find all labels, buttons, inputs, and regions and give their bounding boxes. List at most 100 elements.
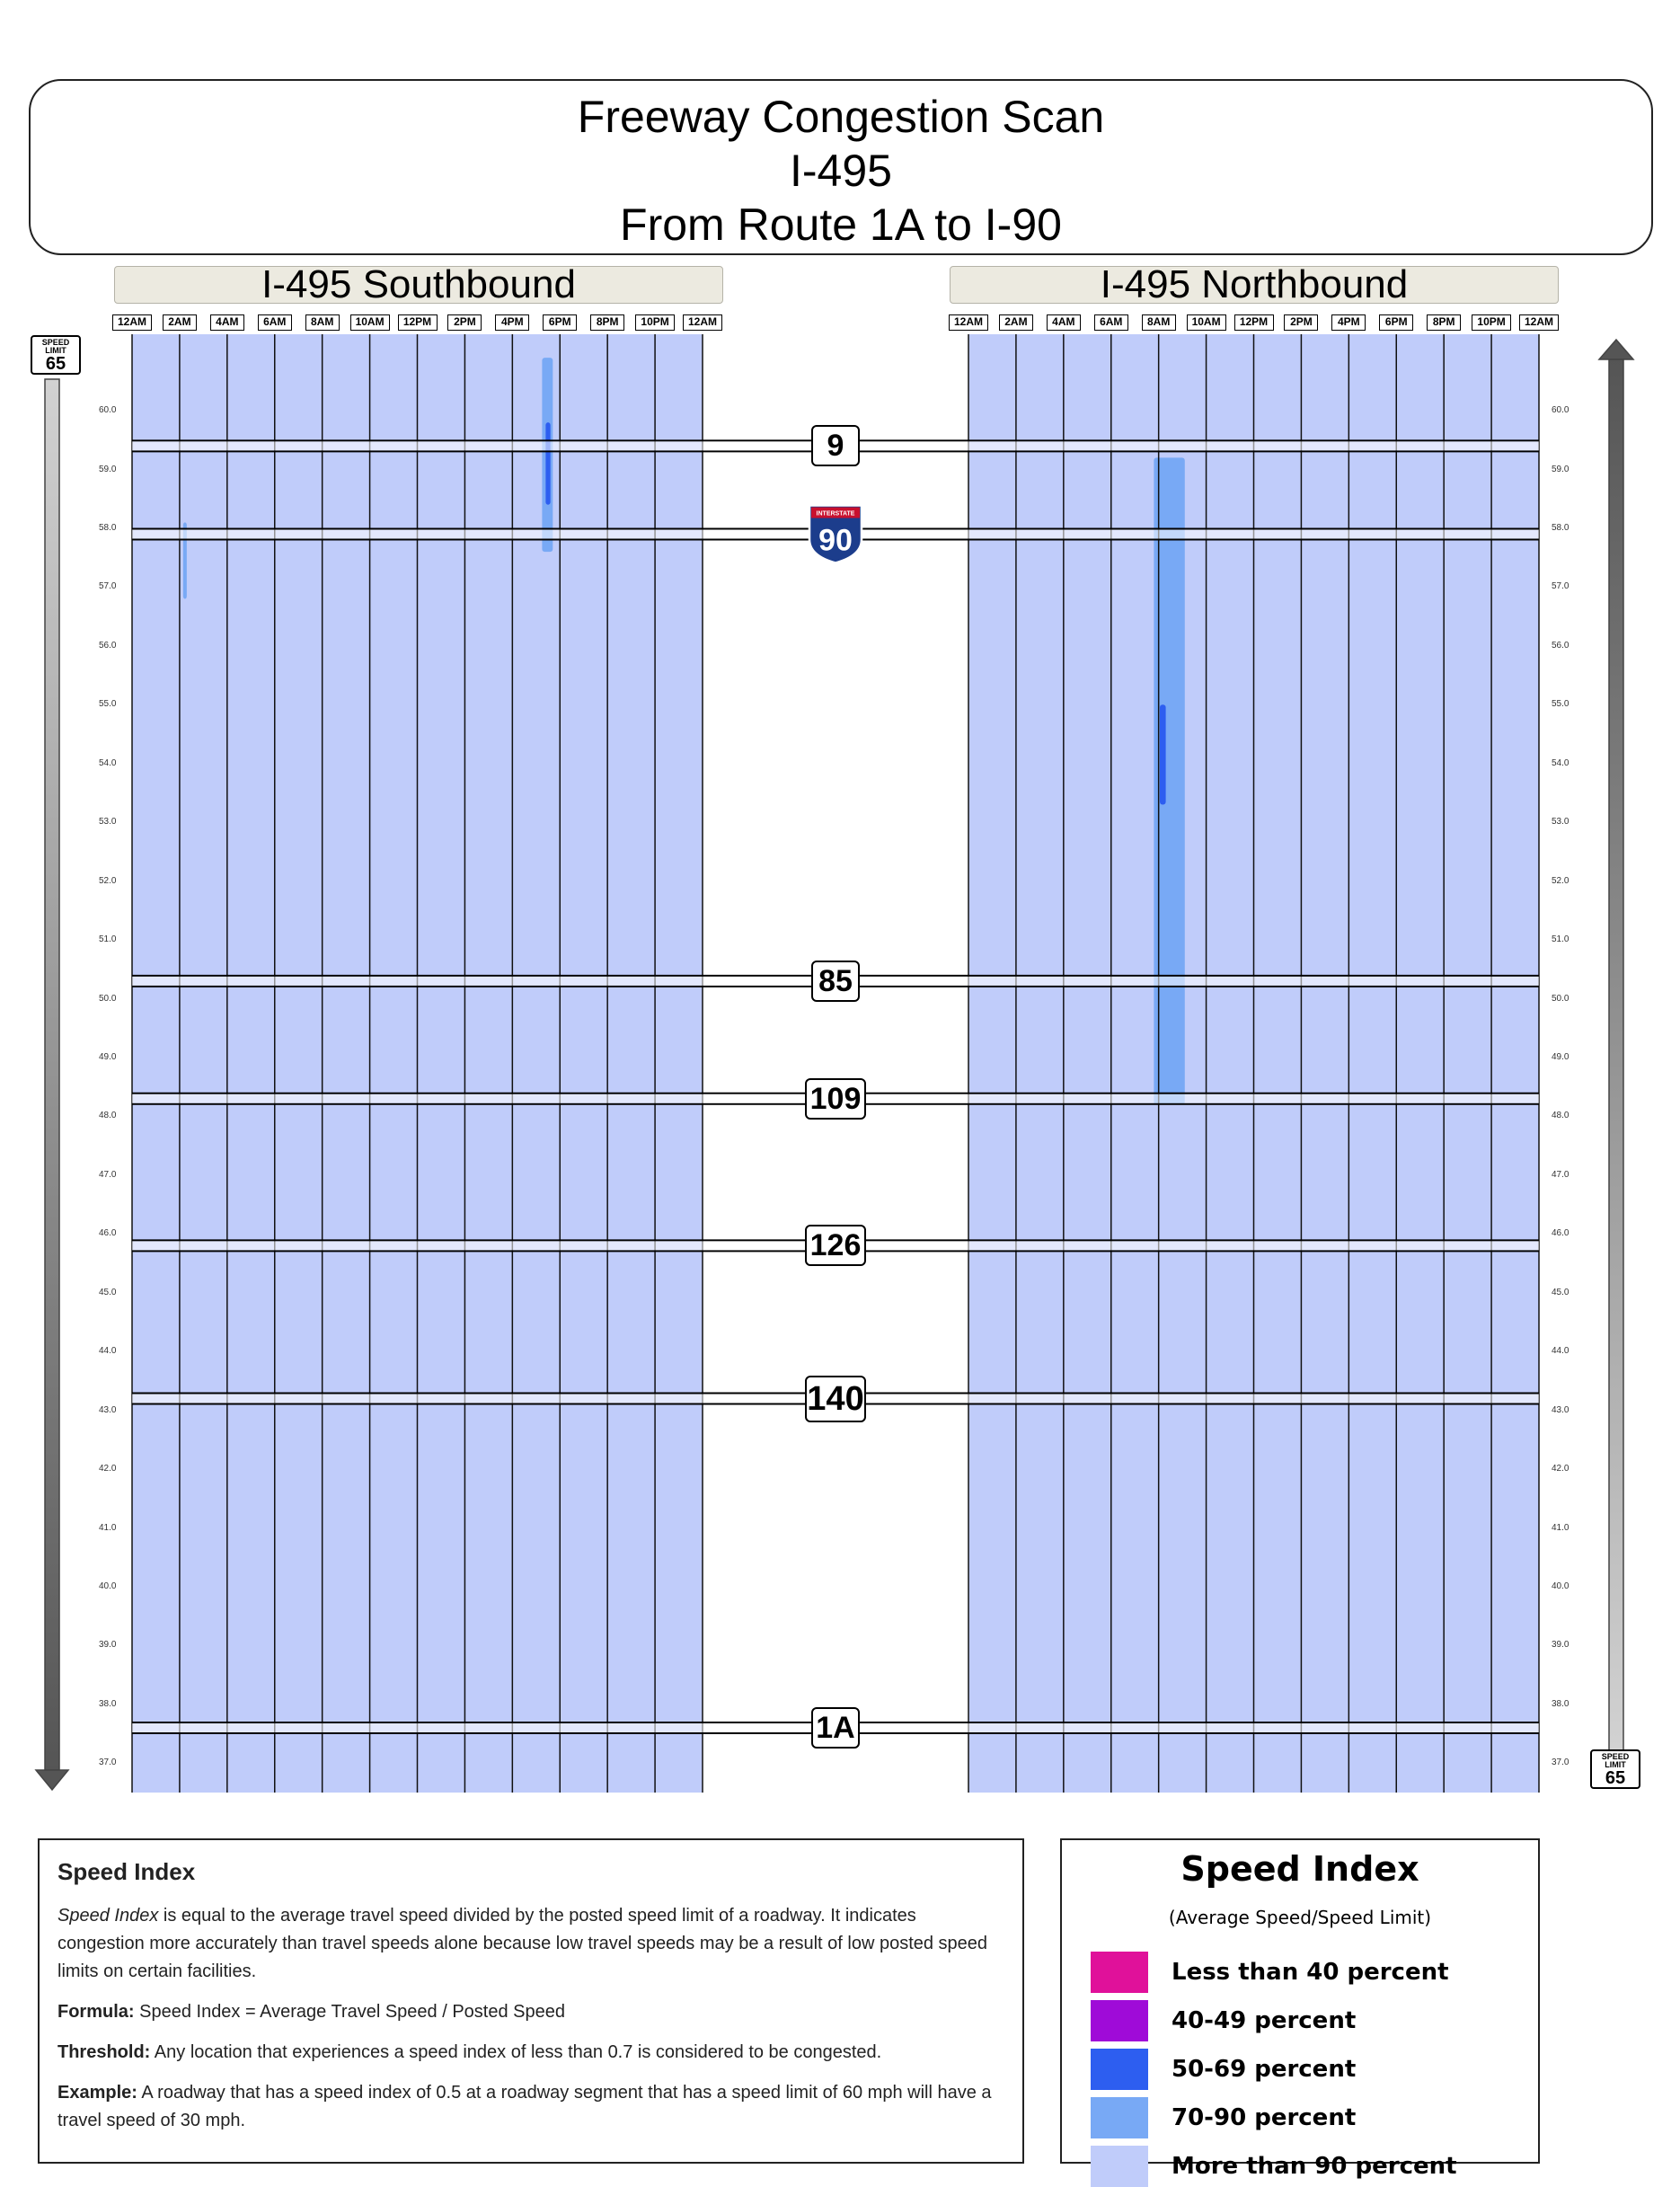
legend-swatch [1091, 2146, 1148, 2187]
mile-marker-label-left: 41.0 [99, 1522, 117, 1533]
highway-name: I-495 [790, 146, 892, 196]
mile-marker-label-left: 51.0 [99, 934, 117, 945]
mile-marker-label-left: 44.0 [99, 1346, 117, 1357]
mile-marker-label-left: 43.0 [99, 1404, 117, 1415]
congestion-cell [1159, 704, 1166, 805]
southbound-direction-arrow-head [34, 1769, 70, 1792]
time-tick-label: 6PM [543, 314, 578, 331]
legend-label: More than 90 percent [1172, 2153, 1457, 2180]
mile-marker-label-right: 41.0 [1552, 1522, 1569, 1533]
legend-swatch [1091, 2049, 1148, 2090]
time-tick-label: 10PM [635, 314, 676, 331]
time-tick-label: 6AM [257, 314, 292, 331]
time-tick-label: 4PM [1331, 314, 1366, 331]
mile-marker-label-right: 51.0 [1552, 934, 1569, 945]
interstate-number: 90 [818, 524, 853, 558]
mile-marker-label-left: 47.0 [99, 1169, 117, 1180]
mile-marker-label-right: 59.0 [1552, 464, 1569, 474]
legend-box: Speed Index (Average Speed/Speed Limit) … [1060, 1838, 1540, 2187]
time-tick-label: 6PM [1379, 314, 1414, 331]
mile-marker-label-right: 60.0 [1552, 405, 1569, 416]
route-shield-126: 126 [805, 1225, 866, 1267]
info-example: Example: A roadway that has a speed inde… [57, 2079, 1004, 2135]
time-tick-label: 10AM [1186, 314, 1226, 331]
mile-marker-label-right: 57.0 [1552, 581, 1569, 592]
mile-marker-label-left: 38.0 [99, 1698, 117, 1709]
congestion-scan-chart: INTERSTATE 90 [34, 334, 1635, 1793]
speed-index-info-box: Speed Index Speed Index is equal to the … [38, 1838, 1024, 2164]
mile-marker-label-right: 52.0 [1552, 875, 1569, 886]
mile-marker-label-left: 46.0 [99, 1228, 117, 1239]
mile-marker-label-left: 57.0 [99, 581, 117, 592]
time-tick-label: 8AM [305, 314, 340, 331]
mile-marker-label-right: 50.0 [1552, 993, 1569, 1004]
time-tick-label: 2PM [1284, 314, 1319, 331]
southbound-direction-arrow-shaft [44, 378, 60, 1771]
mile-marker-label-left: 54.0 [99, 757, 117, 768]
mile-marker-label-right: 46.0 [1552, 1228, 1569, 1239]
northbound-direction-arrow-head [1597, 338, 1635, 360]
legend-swatch [1091, 2097, 1148, 2138]
time-tick-label: 8PM [590, 314, 625, 331]
info-threshold: Threshold: Any location that experiences… [57, 2039, 1004, 2067]
time-tick-label: 8AM [1141, 314, 1176, 331]
legend-label: 50-69 percent [1172, 2056, 1357, 2083]
interstate-shield-icon [808, 504, 863, 564]
time-tick-label: 12PM [397, 314, 438, 331]
time-tick-label: 8PM [1427, 314, 1462, 331]
mile-marker-label-right: 48.0 [1552, 1111, 1569, 1121]
mile-marker-label-left: 42.0 [99, 1464, 117, 1474]
title-box: Freeway Congestion Scan I-495 From Route… [29, 79, 1653, 255]
congestion-cell [182, 522, 187, 599]
info-heading: Speed Index [57, 1858, 196, 1885]
mile-marker-label-left: 59.0 [99, 464, 117, 474]
legend-label: Less than 40 percent [1172, 1959, 1449, 1986]
time-tick-label: 2PM [447, 314, 482, 331]
info-definition-text: is equal to the average travel speed div… [57, 1906, 988, 1981]
legend-swatch [1091, 1952, 1148, 1993]
northbound-header: I-495 Northbound [950, 265, 1559, 305]
mile-marker-label-right: 49.0 [1552, 1051, 1569, 1062]
mile-marker-label-right: 40.0 [1552, 1580, 1569, 1591]
legend-title: Speed Index [1180, 1849, 1419, 1889]
mile-marker-label-right: 45.0 [1552, 1287, 1569, 1297]
mile-marker-label-right: 37.0 [1552, 1758, 1569, 1768]
mile-marker-label-right: 55.0 [1552, 699, 1569, 710]
legend-swatch [1091, 2000, 1148, 2041]
interstate-shield-banner [811, 507, 860, 518]
mile-marker-label-left: 55.0 [99, 699, 117, 710]
mile-marker-label-right: 47.0 [1552, 1169, 1569, 1180]
congestion-cell [545, 422, 551, 505]
info-threshold-label: Threshold: [57, 2042, 151, 2062]
southbound-header: I-495 Southbound [114, 265, 723, 305]
time-tick-label: 4PM [495, 314, 530, 331]
time-tick-label: 6AM [1093, 314, 1128, 331]
info-definition: Speed Index is equal to the average trav… [57, 1902, 1004, 1986]
mile-marker-label-right: 43.0 [1552, 1404, 1569, 1415]
mile-marker-label-left: 40.0 [99, 1580, 117, 1591]
legend-label: 70-90 percent [1172, 2104, 1357, 2131]
info-threshold-text: Any location that experiences a speed in… [150, 2042, 882, 2062]
info-definition-term: Speed Index [57, 1906, 159, 1926]
route-shield-140: 140 [805, 1375, 866, 1422]
time-tick-label: 12AM [949, 314, 988, 331]
mile-marker-label-right: 58.0 [1552, 522, 1569, 533]
interstate-banner-text: INTERSTATE [817, 511, 855, 518]
mile-marker-label-left: 45.0 [99, 1287, 117, 1297]
info-formula-text: Speed Index = Average Travel Speed / Pos… [134, 2002, 565, 2022]
mile-marker-label-left: 56.0 [99, 640, 117, 651]
speed-limit-sign-value: 65 [45, 354, 66, 374]
info-example-text: A roadway that has a speed index of 0.5 … [57, 2083, 992, 2130]
time-tick-label: 4AM [1046, 314, 1081, 331]
page-title: Freeway Congestion Scan [577, 92, 1105, 142]
legend-subtitle: (Average Speed/Speed Limit) [1168, 1907, 1432, 1928]
legend-label: 40-49 percent [1172, 2007, 1357, 2034]
route-shield-85: 85 [811, 960, 860, 1002]
info-formula-label: Formula: [57, 2002, 135, 2022]
speed-limit-sign-text: SPEED LIMIT [41, 338, 70, 355]
time-tick-label: 2AM [162, 314, 197, 331]
time-tick-label: 4AM [209, 314, 244, 331]
speed-limit-sign-right: SPEED LIMIT 65 [1590, 1749, 1640, 1789]
segment-range: From Route 1A to I-90 [620, 199, 1062, 250]
mile-marker-label-left: 52.0 [99, 875, 117, 886]
